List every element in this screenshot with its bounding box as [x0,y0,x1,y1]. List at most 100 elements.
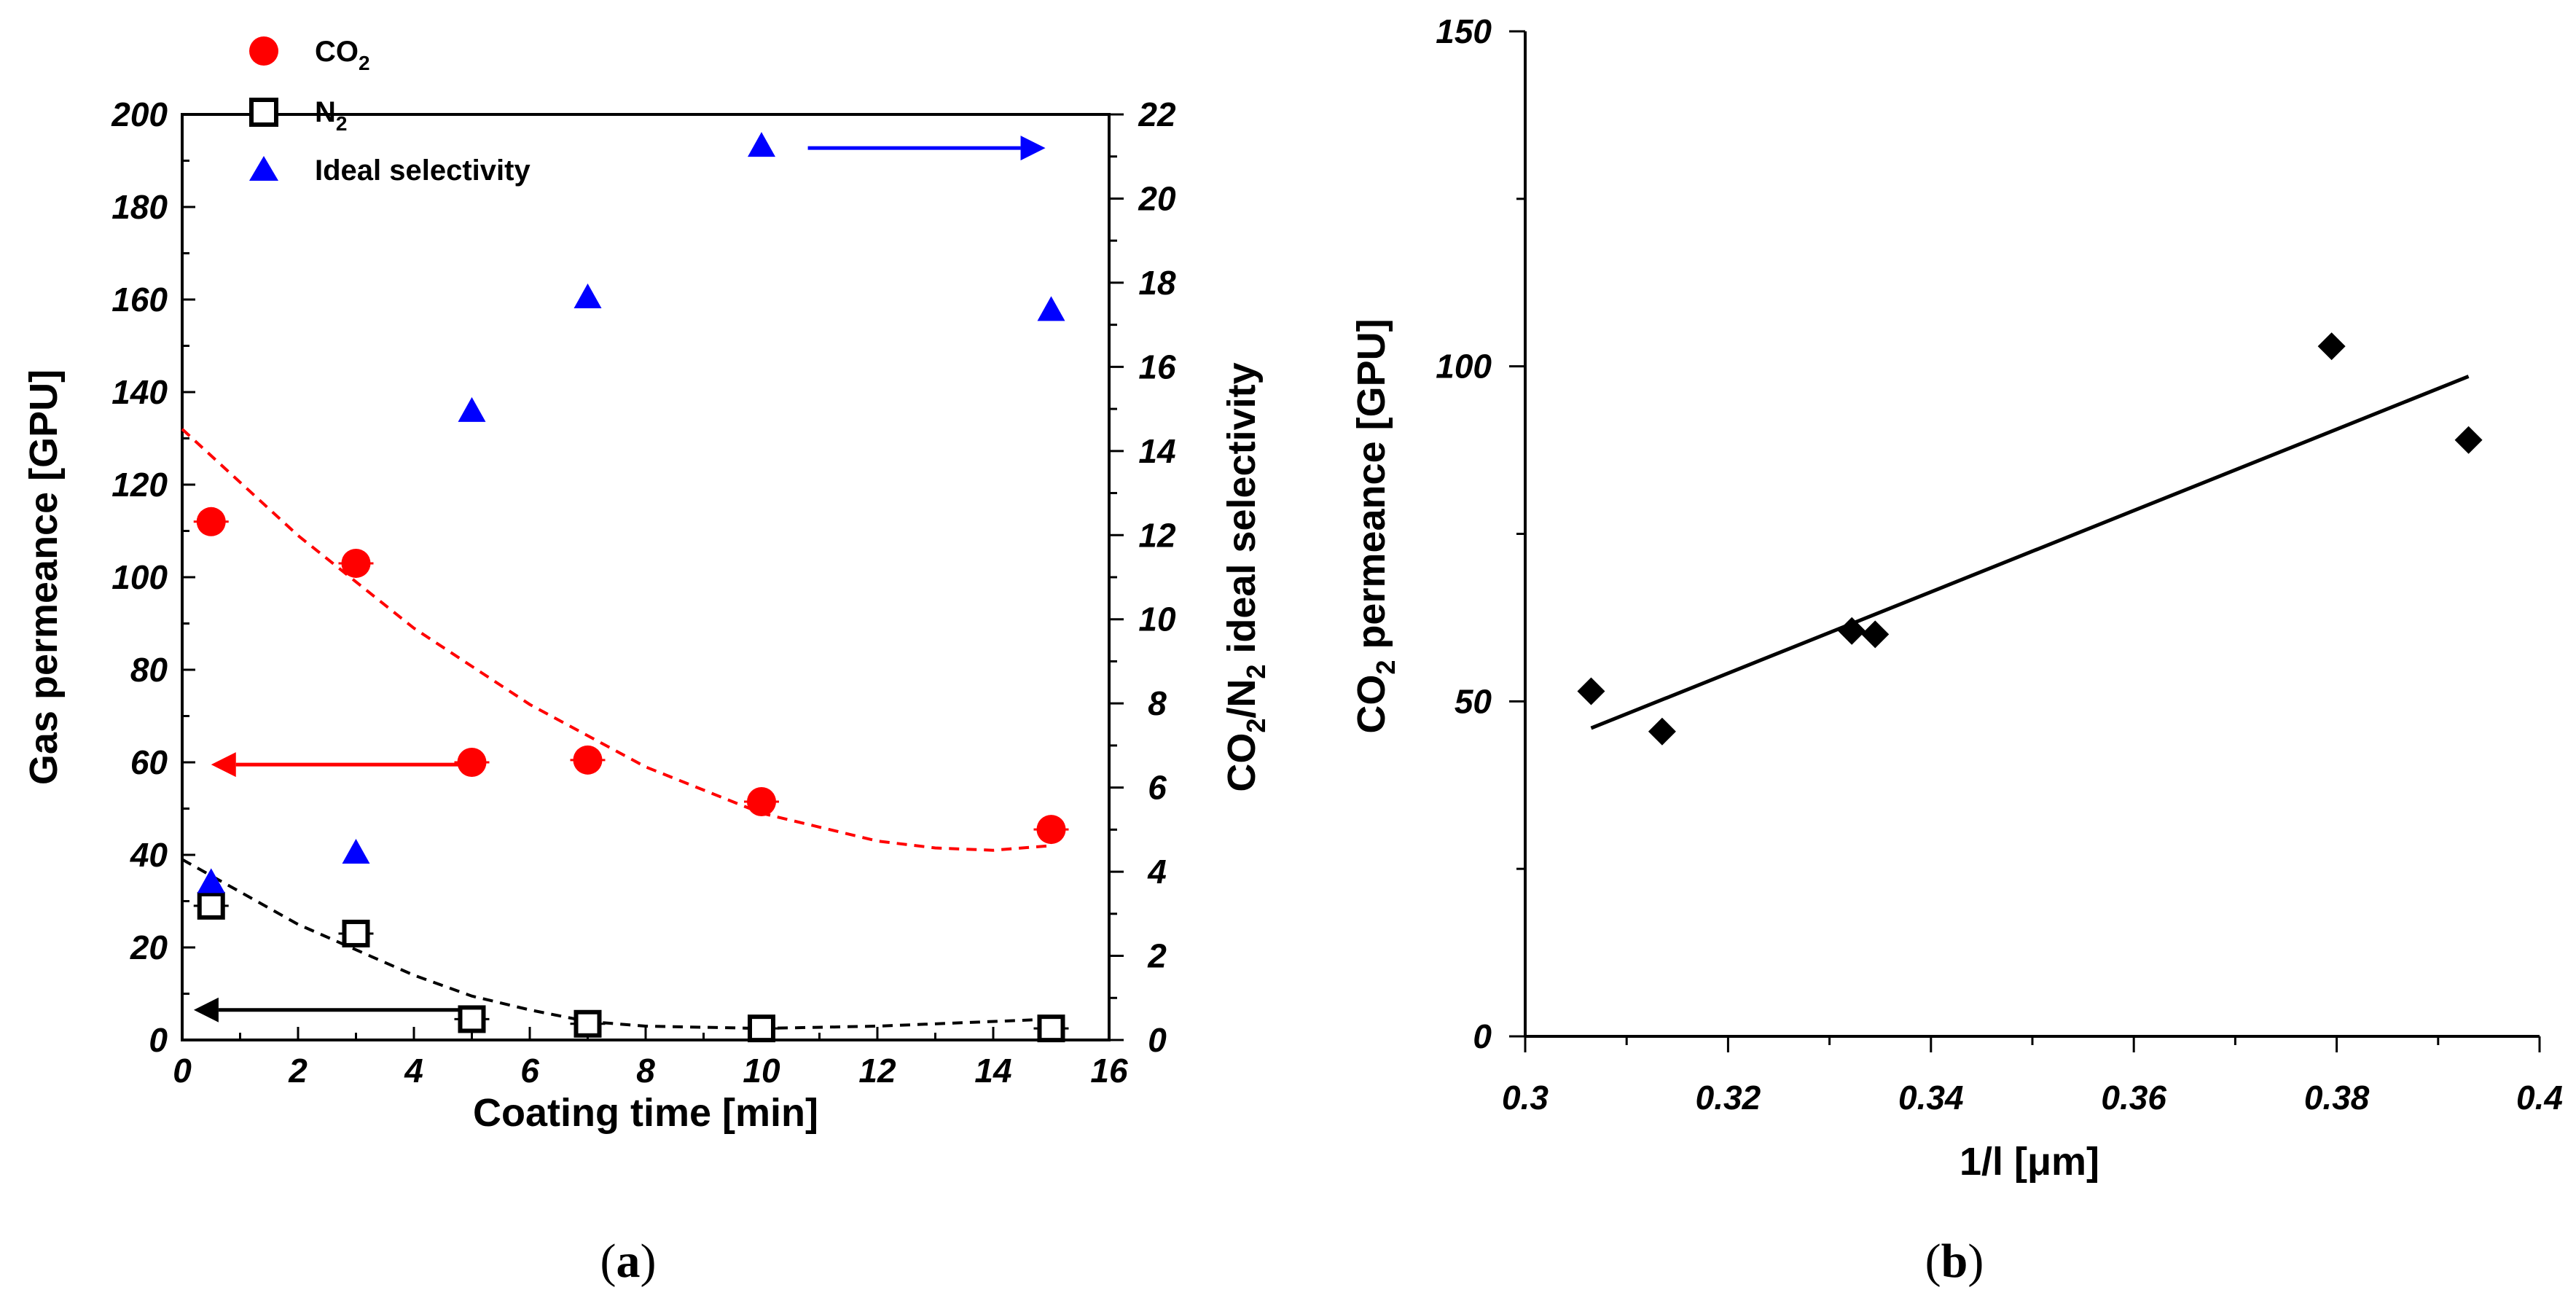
data-point-co2-permeance [1577,677,1605,705]
fit-curve-co2 [181,428,1052,852]
chart-a-y2-tick-label: 2 [1147,937,1167,975]
chart-a-x-tick-label: 0 [173,1052,192,1090]
chart-a-y-tick-label: 60 [130,743,168,781]
chart-a-fit-curves [181,428,1052,1031]
legend-label-co2: CO2 [315,36,370,74]
chart-a-frame [181,113,1111,1041]
data-point-co2 [1036,815,1066,845]
data-point-co2 [196,507,226,536]
data-point-co2-permeance [2317,332,2346,361]
arrow-head-0 [211,752,236,778]
chart-a-y2-tick-label: 18 [1138,264,1176,302]
linear-fit-line [1590,375,2470,730]
data-point-ideal-selectivity [342,839,370,864]
chart-b-x-tick-label: 0.32 [1696,1079,1761,1117]
chart-a-x-tick-label: 10 [743,1052,780,1090]
data-point-co2-permeance [2454,426,2483,454]
chart-a-y2-tick-label: 14 [1138,432,1175,470]
chart-a-x-label: Coating time [min] [473,1091,818,1135]
fit-curve-n2 [181,858,1052,1031]
chart-a-y2-tick-label: 22 [1138,95,1176,133]
arrow-head-1 [193,997,219,1022]
legend-label-n2: N2 [315,96,347,135]
chart-b-x-tick-label: 0.38 [2304,1079,2370,1117]
chart-b-y-label: CO2 permeance [GPU] [1350,318,1401,733]
chart-a-legend: CO2 N2 Ideal selectivity [249,36,531,187]
chart-b-y-tick-label: 100 [1436,348,1492,386]
data-point-co2 [573,745,603,775]
chart-b-y-tick-label: 0 [1473,1017,1492,1055]
legend-label-selectivity: Ideal selectivity [315,155,531,187]
chart-a-y-tick-label: 140 [111,373,168,411]
chart-b-x-label: 1/l [μm] [1960,1140,2099,1184]
chart-b-x-tick-label: 0.36 [2101,1079,2166,1117]
legend-marker-selectivity [249,156,278,181]
data-point-n2 [748,1014,775,1043]
chart-a-y2-tick-label: 6 [1148,769,1167,807]
chart-b: 0.3 0.32 0.34 0.36 0.38 0.4 0 50 100 150 1/l [μm… [1350,12,2563,1288]
panel-label-b: (b) [1925,1235,1984,1288]
chart-a-y-tick-label: 120 [111,466,168,504]
arrow-head-2 [1020,136,1046,161]
chart-a-x-tick-label: 14 [974,1052,1011,1090]
chart-a-y2-tick-label: 20 [1138,179,1176,217]
data-point-n2 [1037,1014,1065,1043]
chart-a-arrows [193,136,1046,1022]
chart-a-y-tick-label: 200 [111,95,168,133]
chart-a-y-tick-label: 80 [130,651,168,689]
data-point-co2 [341,548,371,578]
chart-a-y2-label: CO2/N2 ideal selectivity [1220,362,1271,791]
chart-b-x-tick-label: 0.34 [1898,1079,1964,1117]
data-point-ideal-selectivity [573,284,602,308]
chart-a-y-label: Gas permeance [GPU] [22,369,66,785]
chart-a-y2-ticks: 0 2 4 6 8 10 12 14 16 18 20 22 [1109,95,1176,1059]
data-point-n2 [342,919,370,947]
chart-a-x-tick-label: 4 [404,1052,423,1090]
chart-a-x-tick-label: 8 [636,1052,655,1090]
chart-a-x-tick-label: 6 [520,1052,539,1090]
data-point-n2 [573,1009,602,1038]
chart-a-y2-tick-label: 4 [1147,853,1167,891]
data-point-co2 [457,748,487,777]
chart-b-x-ticks: 0.3 0.32 0.34 0.36 0.38 0.4 [1502,1036,2563,1117]
chart-a-y2-tick-label: 10 [1138,601,1176,638]
chart-a-x-tick-label: 12 [858,1052,896,1090]
chart-a-x-tick-label: 2 [288,1052,308,1090]
legend-marker-co2 [249,36,278,66]
chart-a: 0 2 4 6 8 10 12 14 16 02040608010012014016018020… [22,36,1271,1288]
data-point-co2-permeance [1648,717,1676,746]
chart-a-x-ticks: 0 2 4 6 8 10 12 14 16 [173,1027,1128,1090]
data-point-ideal-selectivity [748,132,775,157]
panel-label-a: (a) [600,1235,657,1288]
chart-a-y-tick-label: 160 [111,281,168,318]
chart-a-y-tick-label: 180 [111,188,168,226]
chart-a-y2-tick-label: 16 [1138,348,1176,386]
chart-a-data-points [193,132,1069,1043]
data-point-ideal-selectivity [197,868,225,894]
chart-b-y-tick-label: 50 [1455,682,1492,720]
data-point-n2 [197,891,225,920]
data-point-co2-permeance [1838,617,1866,645]
data-point-co2-permeance [1861,620,1890,649]
chart-a-y2-tick-label: 8 [1148,684,1167,722]
chart-a-y-tick-label: 20 [130,928,168,966]
data-point-n2 [458,1005,486,1033]
chart-b-x-tick-label: 0.3 [1502,1079,1549,1117]
chart-b-y-tick-label: 150 [1436,12,1492,50]
chart-b-y-ticks: 0 50 100 150 [1436,12,1525,1055]
chart-a-y2-tick-label: 12 [1138,516,1176,554]
data-point-co2 [747,786,776,816]
chart-b-fit-line [1590,375,2470,730]
chart-a-y-ticks: 0 20 40 60 80 100 120 140 160 180 200 [111,95,195,1059]
chart-b-data-points [1577,332,2483,746]
chart-a-x-tick-label: 16 [1090,1052,1128,1090]
chart-b-x-tick-label: 0.4 [2516,1079,2563,1117]
chart-a-y-tick-label: 40 [130,836,168,874]
data-point-ideal-selectivity [458,396,486,422]
chart-a-y-tick-label: 0 [149,1021,168,1059]
legend-marker-n2 [249,98,278,127]
chart-a-y-tick-label: 100 [111,558,168,596]
chart-a-y2-tick-label: 0 [1148,1021,1167,1059]
data-point-ideal-selectivity [1037,296,1065,321]
